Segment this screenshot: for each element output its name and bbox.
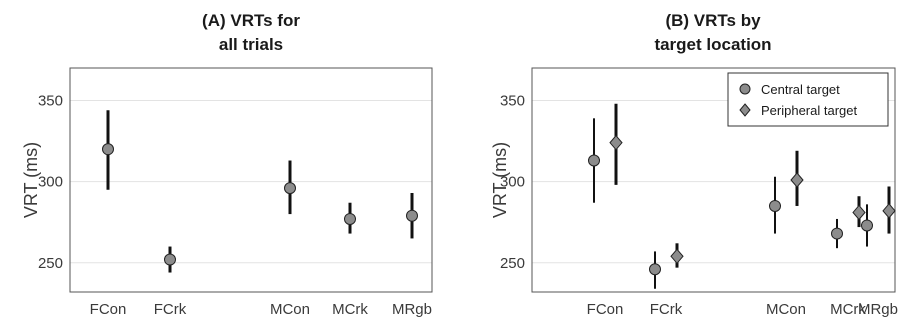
panel-b-title-line1: (B) VRTs by	[665, 11, 761, 30]
panel-b-xtick-MRgb: MRgb	[858, 301, 898, 318]
panel-a-xtick-MCrk: MCrk	[332, 301, 368, 318]
panel-b-frame	[531, 67, 896, 293]
panel-a-title-line2: all trials	[219, 35, 283, 54]
panel-a-circle-FCon-point	[102, 143, 114, 156]
panel-a-xtick-MCon: MCon	[270, 301, 310, 318]
panel-a-circle-MCon-point	[284, 182, 296, 195]
panel-a-ytick-250: 250	[38, 255, 63, 272]
panel-a: 250 300 350 VRT (ms) FCon FCrk MCon MCrk MRgb (A)…	[21, 11, 433, 318]
panel-b-legend-box	[727, 72, 889, 127]
panel-b-xtick-MCrk: MCrk	[830, 301, 866, 318]
panel-b-xtick-MCon: MCon	[766, 301, 806, 318]
panel-b-legend-circle-icon	[739, 83, 751, 95]
panel-a-ylabel: VRT (ms)	[21, 142, 41, 218]
panel-b-diamond-MRgb-point	[882, 203, 896, 219]
panel-a-circle-MRgb-point	[406, 209, 418, 222]
panel-a-xtick-FCon: FCon	[90, 301, 127, 318]
panel-b-ytick-350: 350	[500, 92, 525, 109]
panel-b-diamond-FCrk-point	[670, 248, 684, 265]
panel-b-circle-MRgb-point	[861, 219, 873, 232]
panel-b-diamond-MCon-point	[790, 172, 804, 188]
panel-b-legend-label-1: Peripheral target	[761, 103, 857, 118]
panel-b-circle-MCrk-point	[831, 227, 843, 240]
panel-a-ytick-350: 350	[38, 92, 63, 109]
panel-b-ytick-250: 250	[500, 255, 525, 272]
panel-b-circle-FCrk-point	[649, 263, 661, 276]
panel-b-circle-MCon-point	[769, 199, 781, 212]
panel-a-ytick-300: 300	[38, 174, 63, 191]
panel-a-title-line1: (A) VRTs for	[202, 11, 300, 30]
panel-b-ytick-300: 300	[500, 174, 525, 191]
panel-b-ylabel: VRT (ms)	[490, 142, 510, 218]
panel-b-legend-label-0: Central target	[761, 82, 840, 97]
panel-b-legend-diamond-icon	[739, 103, 751, 117]
panel-b-legend: Central target Peripheral target	[727, 72, 889, 127]
panel-a-frame	[69, 67, 433, 293]
panel-b-circle-FCon-point	[588, 154, 600, 167]
panel-a-xtick-MRgb: MRgb	[392, 301, 432, 318]
panel-b-diamond-FCon-point	[609, 134, 623, 151]
panel-a-xtick-FCrk: FCrk	[154, 301, 187, 318]
panel-b-title-line2: target location	[654, 35, 771, 54]
panel-a-circle-FCrk-point	[164, 253, 176, 266]
panel-a-circle-MCrk-point	[344, 212, 356, 225]
panel-b-xtick-FCon: FCon	[587, 301, 624, 318]
panel-b-xtick-FCrk: FCrk	[650, 301, 683, 318]
panel-b-diamond-MCrk-point	[852, 204, 866, 221]
